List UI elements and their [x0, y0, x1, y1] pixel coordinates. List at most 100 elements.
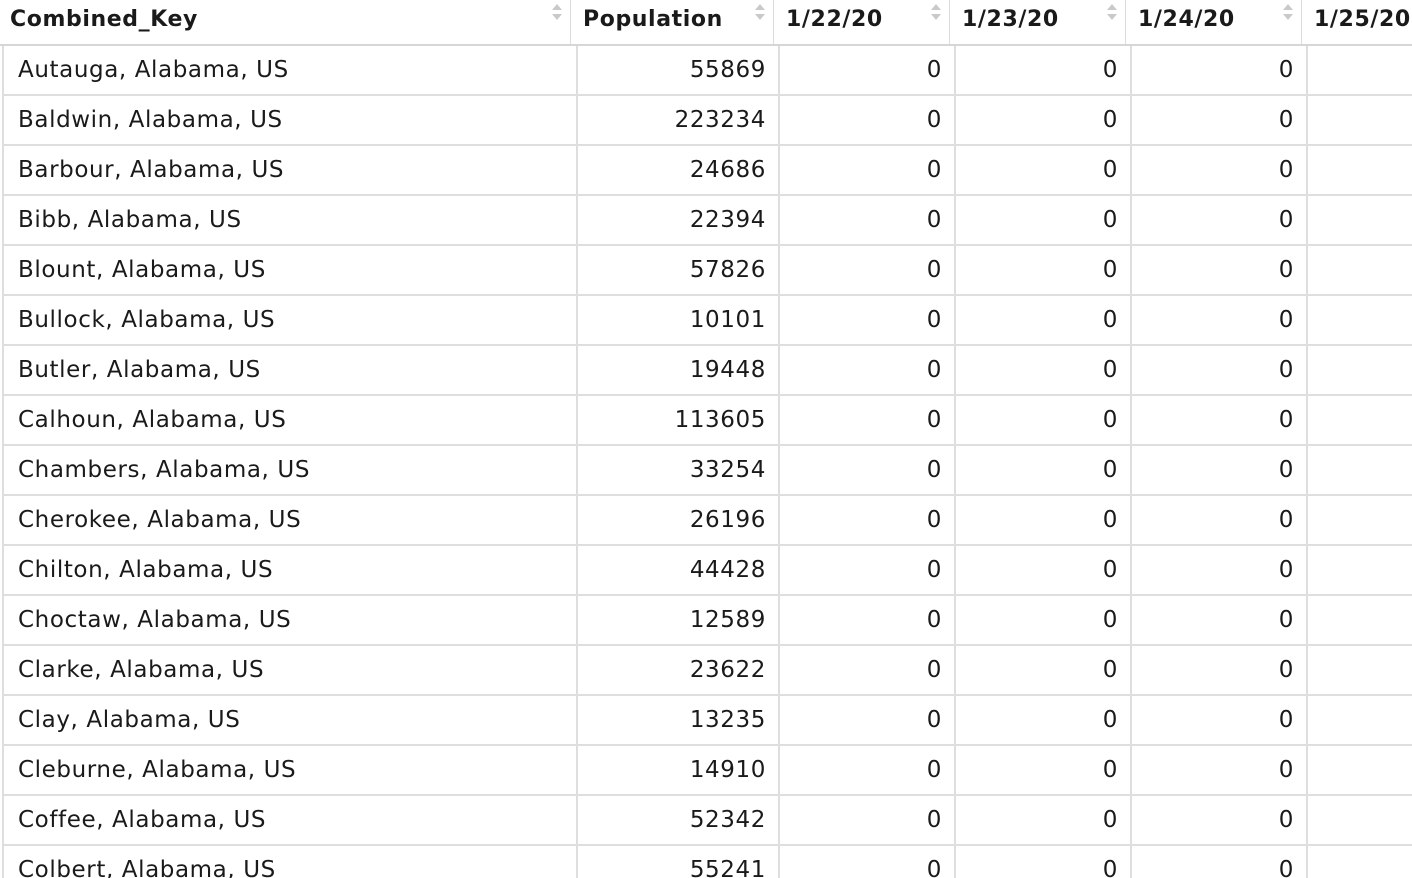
cell-date-3: 0 [1132, 546, 1308, 596]
cell-date-4 [1308, 696, 1412, 746]
cell-population: 57826 [578, 246, 780, 296]
table-row[interactable]: Clarke, Alabama, US 23622 0 0 0 [0, 646, 1412, 696]
cell-combined-key: Bibb, Alabama, US [2, 196, 578, 246]
sort-icon[interactable] [931, 4, 941, 24]
cell-date-1: 0 [780, 246, 956, 296]
table-row[interactable]: Calhoun, Alabama, US 113605 0 0 0 [0, 396, 1412, 446]
column-header-label: Population [583, 7, 723, 32]
cell-date-2: 0 [956, 546, 1132, 596]
cell-date-1: 0 [780, 496, 956, 546]
cell-date-4 [1308, 46, 1412, 96]
cell-date-4 [1308, 546, 1412, 596]
cell-population: 10101 [578, 296, 780, 346]
cell-combined-key: Chambers, Alabama, US [2, 446, 578, 496]
cell-combined-key: Butler, Alabama, US [2, 346, 578, 396]
cell-combined-key: Clarke, Alabama, US [2, 646, 578, 696]
column-header-date-3[interactable]: 1/24/20 [1126, 0, 1302, 44]
cell-combined-key: Clay, Alabama, US [2, 696, 578, 746]
cell-population: 52342 [578, 796, 780, 846]
cell-date-1: 0 [780, 296, 956, 346]
column-header-combined-key[interactable]: Combined_Key [0, 0, 571, 44]
table-row[interactable]: Cleburne, Alabama, US 14910 0 0 0 [0, 746, 1412, 796]
cell-date-1: 0 [780, 146, 956, 196]
sort-icon[interactable] [1283, 4, 1293, 24]
table-row[interactable]: Cherokee, Alabama, US 26196 0 0 0 [0, 496, 1412, 546]
table-row[interactable]: Blount, Alabama, US 57826 0 0 0 [0, 246, 1412, 296]
table-row[interactable]: Colbert, Alabama, US 55241 0 0 0 [0, 846, 1412, 878]
table-row[interactable]: Choctaw, Alabama, US 12589 0 0 0 [0, 596, 1412, 646]
table-row[interactable]: Bullock, Alabama, US 10101 0 0 0 [0, 296, 1412, 346]
column-header-label: 1/25/20 [1314, 7, 1411, 32]
cell-date-4 [1308, 746, 1412, 796]
sort-icon[interactable] [1107, 4, 1117, 24]
cell-population: 55241 [578, 846, 780, 878]
cell-population: 23622 [578, 646, 780, 696]
cell-date-1: 0 [780, 846, 956, 878]
table-row[interactable]: Chilton, Alabama, US 44428 0 0 0 [0, 546, 1412, 596]
table-row[interactable]: Barbour, Alabama, US 24686 0 0 0 [0, 146, 1412, 196]
table-row[interactable]: Bibb, Alabama, US 22394 0 0 0 [0, 196, 1412, 246]
cell-date-2: 0 [956, 746, 1132, 796]
cell-combined-key: Choctaw, Alabama, US [2, 596, 578, 646]
cell-date-3: 0 [1132, 696, 1308, 746]
cell-combined-key: Baldwin, Alabama, US [2, 96, 578, 146]
cell-date-3: 0 [1132, 96, 1308, 146]
cell-date-3: 0 [1132, 446, 1308, 496]
cell-date-1: 0 [780, 746, 956, 796]
table-row[interactable]: Clay, Alabama, US 13235 0 0 0 [0, 696, 1412, 746]
cell-date-1: 0 [780, 46, 956, 96]
cell-date-3: 0 [1132, 746, 1308, 796]
cell-population: 22394 [578, 196, 780, 246]
cell-population: 12589 [578, 596, 780, 646]
cell-date-4 [1308, 296, 1412, 346]
cell-combined-key: Blount, Alabama, US [2, 246, 578, 296]
cell-date-3: 0 [1132, 196, 1308, 246]
cell-population: 26196 [578, 496, 780, 546]
column-header-date-1[interactable]: 1/22/20 [774, 0, 950, 44]
cell-date-2: 0 [956, 46, 1132, 96]
cell-date-2: 0 [956, 246, 1132, 296]
cell-date-3: 0 [1132, 846, 1308, 878]
cell-population: 19448 [578, 346, 780, 396]
sort-icon[interactable] [552, 4, 562, 24]
table-header: Combined_Key Population 1/22/20 1/23/20 … [0, 0, 1412, 46]
cell-date-3: 0 [1132, 596, 1308, 646]
table-body: Autauga, Alabama, US 55869 0 0 0 Baldwin, Ala… [0, 46, 1412, 878]
cell-date-1: 0 [780, 596, 956, 646]
cell-date-2: 0 [956, 196, 1132, 246]
sort-icon[interactable] [755, 4, 765, 24]
cell-date-2: 0 [956, 796, 1132, 846]
cell-date-1: 0 [780, 696, 956, 746]
cell-date-1: 0 [780, 796, 956, 846]
cell-date-3: 0 [1132, 796, 1308, 846]
table-row[interactable]: Butler, Alabama, US 19448 0 0 0 [0, 346, 1412, 396]
cell-population: 55869 [578, 46, 780, 96]
cell-combined-key: Chilton, Alabama, US [2, 546, 578, 596]
cell-date-1: 0 [780, 546, 956, 596]
cell-date-2: 0 [956, 296, 1132, 346]
column-header-date-4[interactable]: 1/25/20 [1302, 0, 1412, 44]
cell-date-4 [1308, 446, 1412, 496]
cell-combined-key: Bullock, Alabama, US [2, 296, 578, 346]
column-header-date-2[interactable]: 1/23/20 [950, 0, 1126, 44]
table-row[interactable]: Chambers, Alabama, US 33254 0 0 0 [0, 446, 1412, 496]
cell-date-4 [1308, 346, 1412, 396]
cell-date-4 [1308, 96, 1412, 146]
cell-population: 33254 [578, 446, 780, 496]
table-row[interactable]: Autauga, Alabama, US 55869 0 0 0 [0, 46, 1412, 96]
cell-population: 44428 [578, 546, 780, 596]
column-header-label: 1/22/20 [786, 7, 883, 32]
cell-date-3: 0 [1132, 396, 1308, 446]
column-header-label: 1/24/20 [1138, 7, 1235, 32]
cell-date-4 [1308, 496, 1412, 546]
cell-date-1: 0 [780, 96, 956, 146]
cell-date-4 [1308, 246, 1412, 296]
column-header-population[interactable]: Population [571, 0, 774, 44]
cell-population: 24686 [578, 146, 780, 196]
column-header-label: Combined_Key [10, 7, 198, 32]
table-row[interactable]: Baldwin, Alabama, US 223234 0 0 0 [0, 96, 1412, 146]
cell-date-3: 0 [1132, 346, 1308, 396]
cell-combined-key: Barbour, Alabama, US [2, 146, 578, 196]
table-row[interactable]: Coffee, Alabama, US 52342 0 0 0 [0, 796, 1412, 846]
